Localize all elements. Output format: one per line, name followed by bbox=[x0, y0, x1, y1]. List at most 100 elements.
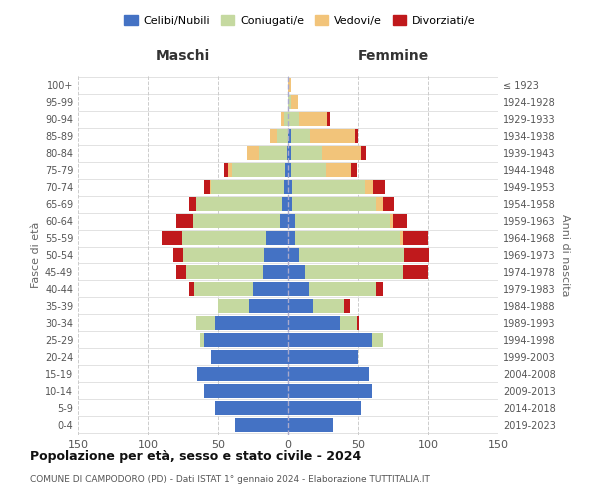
Bar bbox=[284, 112, 288, 126]
Bar bbox=[404, 248, 430, 262]
Bar bbox=[309, 282, 376, 296]
Bar bbox=[176, 265, 186, 279]
Bar bbox=[351, 164, 356, 177]
Bar bbox=[291, 96, 298, 109]
Bar bbox=[288, 198, 292, 211]
Bar bbox=[356, 316, 359, 330]
Text: Maschi: Maschi bbox=[156, 49, 210, 63]
Bar bbox=[355, 130, 358, 143]
Bar bbox=[322, 146, 361, 160]
Bar bbox=[291, 146, 322, 160]
Bar bbox=[288, 401, 361, 414]
Bar bbox=[287, 146, 288, 160]
Bar bbox=[285, 164, 288, 177]
Bar bbox=[288, 333, 372, 346]
Bar bbox=[288, 265, 305, 279]
Bar bbox=[162, 231, 182, 245]
Bar bbox=[288, 146, 291, 160]
Text: Popolazione per età, sesso e stato civile - 2024: Popolazione per età, sesso e stato civil… bbox=[30, 450, 361, 463]
Bar bbox=[288, 130, 291, 143]
Bar bbox=[383, 198, 394, 211]
Bar bbox=[200, 333, 204, 346]
Bar bbox=[288, 164, 291, 177]
Bar bbox=[361, 146, 367, 160]
Bar bbox=[186, 265, 263, 279]
Bar bbox=[291, 130, 310, 143]
Bar bbox=[393, 214, 407, 228]
Text: Femmine: Femmine bbox=[358, 49, 428, 63]
Bar bbox=[403, 265, 428, 279]
Bar bbox=[247, 146, 259, 160]
Bar bbox=[299, 112, 327, 126]
Bar bbox=[204, 180, 209, 194]
Bar bbox=[288, 96, 291, 109]
Bar bbox=[288, 299, 313, 312]
Bar bbox=[288, 418, 333, 432]
Bar bbox=[365, 180, 373, 194]
Bar bbox=[291, 164, 326, 177]
Text: COMUNE DI CAMPODORO (PD) - Dati ISTAT 1° gennaio 2024 - Elaborazione TUTTITALIA.: COMUNE DI CAMPODORO (PD) - Dati ISTAT 1°… bbox=[30, 475, 430, 484]
Bar bbox=[264, 248, 288, 262]
Bar bbox=[197, 367, 288, 380]
Bar bbox=[215, 401, 288, 414]
Bar bbox=[232, 164, 285, 177]
Bar bbox=[295, 231, 400, 245]
Bar bbox=[288, 78, 291, 92]
Bar bbox=[183, 248, 264, 262]
Bar bbox=[372, 333, 383, 346]
Bar bbox=[288, 214, 295, 228]
Bar bbox=[327, 112, 330, 126]
Bar bbox=[176, 214, 193, 228]
Bar bbox=[204, 384, 288, 398]
Bar bbox=[211, 350, 288, 364]
Bar bbox=[400, 231, 403, 245]
Bar bbox=[182, 231, 266, 245]
Legend: Celibi/Nubili, Coniugati/e, Vedovi/e, Divorziati/e: Celibi/Nubili, Coniugati/e, Vedovi/e, Di… bbox=[120, 10, 480, 30]
Bar bbox=[284, 180, 288, 194]
Bar bbox=[173, 248, 183, 262]
Y-axis label: Fasce di età: Fasce di età bbox=[31, 222, 41, 288]
Bar bbox=[288, 384, 372, 398]
Bar bbox=[288, 316, 340, 330]
Bar bbox=[299, 248, 404, 262]
Bar bbox=[196, 316, 215, 330]
Bar bbox=[193, 214, 280, 228]
Bar bbox=[194, 282, 253, 296]
Bar bbox=[326, 164, 351, 177]
Bar bbox=[218, 299, 249, 312]
Bar bbox=[390, 214, 393, 228]
Bar bbox=[288, 180, 292, 194]
Bar bbox=[288, 112, 299, 126]
Bar bbox=[344, 299, 350, 312]
Bar bbox=[188, 282, 194, 296]
Bar bbox=[403, 231, 428, 245]
Bar bbox=[305, 265, 403, 279]
Bar bbox=[288, 248, 299, 262]
Bar bbox=[263, 265, 288, 279]
Bar bbox=[288, 231, 295, 245]
Bar bbox=[224, 164, 228, 177]
Bar bbox=[373, 180, 385, 194]
Bar bbox=[288, 282, 309, 296]
Bar bbox=[266, 231, 288, 245]
Bar bbox=[270, 130, 277, 143]
Y-axis label: Anni di nascita: Anni di nascita bbox=[560, 214, 569, 296]
Bar bbox=[204, 333, 288, 346]
Bar bbox=[215, 316, 288, 330]
Bar bbox=[313, 299, 344, 312]
Bar bbox=[310, 130, 355, 143]
Bar bbox=[249, 299, 288, 312]
Bar bbox=[211, 180, 284, 194]
Bar bbox=[253, 282, 288, 296]
Bar bbox=[280, 214, 288, 228]
Bar bbox=[340, 316, 356, 330]
Bar bbox=[295, 214, 390, 228]
Bar bbox=[288, 367, 369, 380]
Bar bbox=[209, 180, 211, 194]
Bar bbox=[196, 198, 283, 211]
Bar bbox=[259, 146, 287, 160]
Bar bbox=[376, 198, 383, 211]
Bar bbox=[188, 198, 196, 211]
Bar bbox=[292, 180, 365, 194]
Bar bbox=[228, 164, 232, 177]
